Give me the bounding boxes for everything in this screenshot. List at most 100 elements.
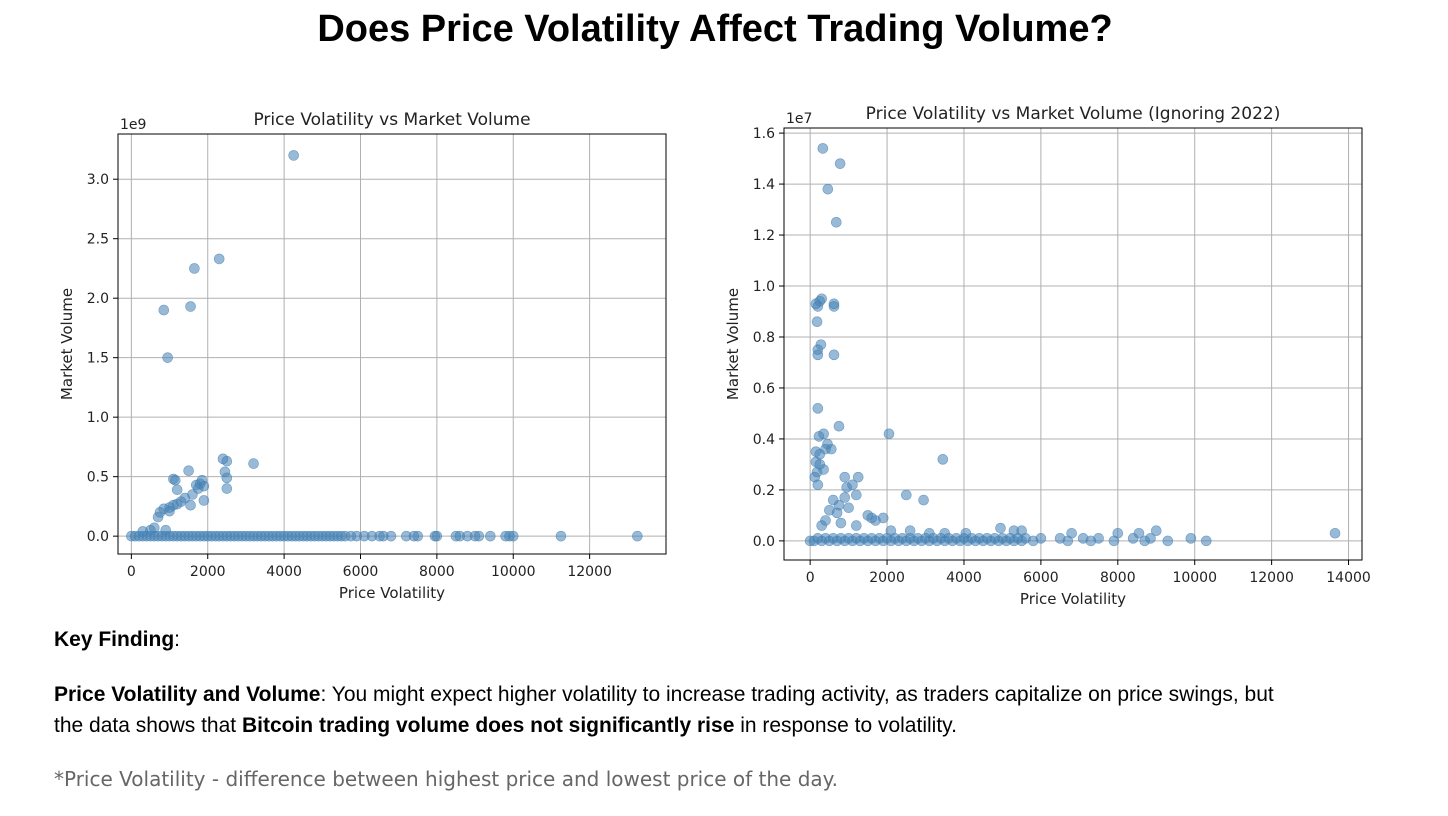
- finding-text-2: in response to volatility.: [734, 714, 957, 737]
- y-tick-label: 3.0: [87, 172, 109, 188]
- key-finding-label: Key Finding: [54, 628, 175, 651]
- data-point: [507, 530, 519, 542]
- x-tick-label: 6000: [1023, 570, 1059, 586]
- x-tick-label: 10000: [1172, 570, 1217, 586]
- y-tick-label: 1.2: [753, 228, 775, 244]
- y-axis-label: Market Volume: [724, 288, 742, 400]
- data-point: [828, 301, 840, 312]
- data-point: [431, 530, 443, 542]
- x-tick-label: 2000: [869, 570, 905, 586]
- x-tick-label: 8000: [1100, 570, 1136, 586]
- data-point: [918, 494, 929, 506]
- key-finding-paragraph: Price Volatility and Volume: You might e…: [54, 679, 1284, 741]
- data-point: [818, 428, 829, 440]
- x-tick-label: 0: [127, 564, 136, 580]
- scatter-chart-all-years: 0 2000 4000 6000 8000 10000 12000 0.0 0.5 1.0 1.5 2…: [50, 102, 680, 612]
- data-point: [169, 474, 181, 486]
- data-point: [883, 428, 895, 440]
- data-point: [485, 530, 496, 542]
- grid-lines: [118, 134, 666, 554]
- x-tick-label: 8000: [419, 564, 455, 580]
- y-axis-label: Market Volume: [58, 288, 76, 400]
- data-point: [189, 263, 200, 274]
- data-point: [412, 530, 424, 542]
- plot-frame: [117, 133, 667, 555]
- data-point: [213, 253, 225, 265]
- x-tick-label: 6000: [343, 564, 379, 580]
- data-point: [870, 515, 881, 526]
- data-point: [221, 455, 233, 467]
- scatter-points: [804, 143, 1341, 547]
- y-tick-label: 1.4: [753, 177, 775, 193]
- y-tick-label: 0.2: [753, 483, 775, 499]
- finding-bold-claim: Bitcoin trading volume does not signific…: [241, 714, 735, 737]
- y-tick-label: 2.5: [87, 232, 109, 248]
- data-point: [841, 482, 852, 493]
- plot-frame: [783, 127, 1363, 561]
- x-tick-label: 2000: [190, 564, 226, 580]
- data-point: [831, 507, 843, 519]
- data-point: [812, 479, 824, 491]
- data-point: [632, 530, 643, 542]
- y-tick-label: 1.5: [87, 351, 109, 367]
- data-point: [1062, 535, 1074, 547]
- data-point: [850, 520, 862, 531]
- x-axis-label: Price Volatility: [339, 584, 445, 602]
- data-point: [164, 505, 175, 517]
- data-point: [852, 471, 864, 483]
- data-point: [1185, 533, 1197, 544]
- data-point: [995, 522, 1006, 534]
- y-exponent-label: 1e9: [120, 117, 146, 133]
- data-point: [835, 517, 847, 529]
- data-point: [812, 403, 824, 414]
- scatter-chart-all-years-svg: 0 2000 4000 6000 8000 10000 12000 0.0 0.5 1.0 1.5 2…: [58, 110, 667, 602]
- data-point: [811, 316, 823, 327]
- y-tick-label: 2.0: [87, 291, 109, 307]
- data-point: [937, 454, 949, 465]
- data-point: [843, 502, 854, 514]
- data-point: [812, 349, 824, 361]
- data-point: [162, 352, 173, 363]
- data-point: [1162, 535, 1174, 547]
- data-point: [1127, 533, 1139, 544]
- scatter-chart-ignoring-2022-svg: 0 2000 4000 6000 8000 10000 12000 14000 0.0 0.2 0.…: [724, 104, 1371, 608]
- data-point: [833, 420, 845, 432]
- y-tick-label: 1.0: [87, 410, 109, 426]
- data-point: [221, 472, 233, 484]
- y-exponent-label: 1e7: [786, 111, 812, 127]
- y-tick-label: 0.8: [753, 330, 775, 346]
- scatter-points: [126, 150, 643, 542]
- data-point: [473, 530, 485, 542]
- data-point: [248, 458, 259, 469]
- x-tick-label: 14000: [1326, 570, 1371, 586]
- x-tick-label: 0: [806, 570, 815, 586]
- finding-bold-lead: Price Volatility and Volume: [54, 683, 321, 706]
- data-point: [1093, 533, 1104, 544]
- chart-title: Price Volatility vs Market Volume: [253, 110, 530, 130]
- data-point: [1035, 533, 1047, 544]
- x-tick-label: 4000: [946, 570, 982, 586]
- x-tick-label: 10000: [491, 564, 536, 580]
- chart-title: Price Volatility vs Market Volume (Ignor…: [866, 104, 1281, 124]
- data-point: [820, 443, 831, 455]
- page-title: Does Price Volatility Affect Trading Vol…: [317, 8, 1113, 50]
- data-point: [850, 489, 862, 501]
- data-point: [822, 183, 834, 195]
- key-finding-colon: :: [174, 628, 181, 651]
- data-point: [812, 301, 824, 312]
- y-tick-label: 0.6: [753, 381, 775, 397]
- data-point: [900, 489, 912, 501]
- grid-lines: [784, 128, 1362, 560]
- footnote: *Price Volatility - difference between h…: [54, 767, 839, 791]
- key-finding-heading: Key Finding:: [54, 624, 1284, 655]
- data-point: [152, 511, 164, 523]
- y-tick-label: 0.5: [87, 470, 109, 486]
- data-point: [1200, 535, 1212, 547]
- finding-text-1: : You might expect higher volatility to …: [54, 683, 1274, 737]
- data-point: [221, 483, 233, 494]
- data-point: [185, 301, 196, 312]
- data-point: [839, 471, 851, 483]
- data-point: [198, 495, 210, 506]
- data-point: [183, 465, 194, 477]
- data-point: [1145, 533, 1156, 544]
